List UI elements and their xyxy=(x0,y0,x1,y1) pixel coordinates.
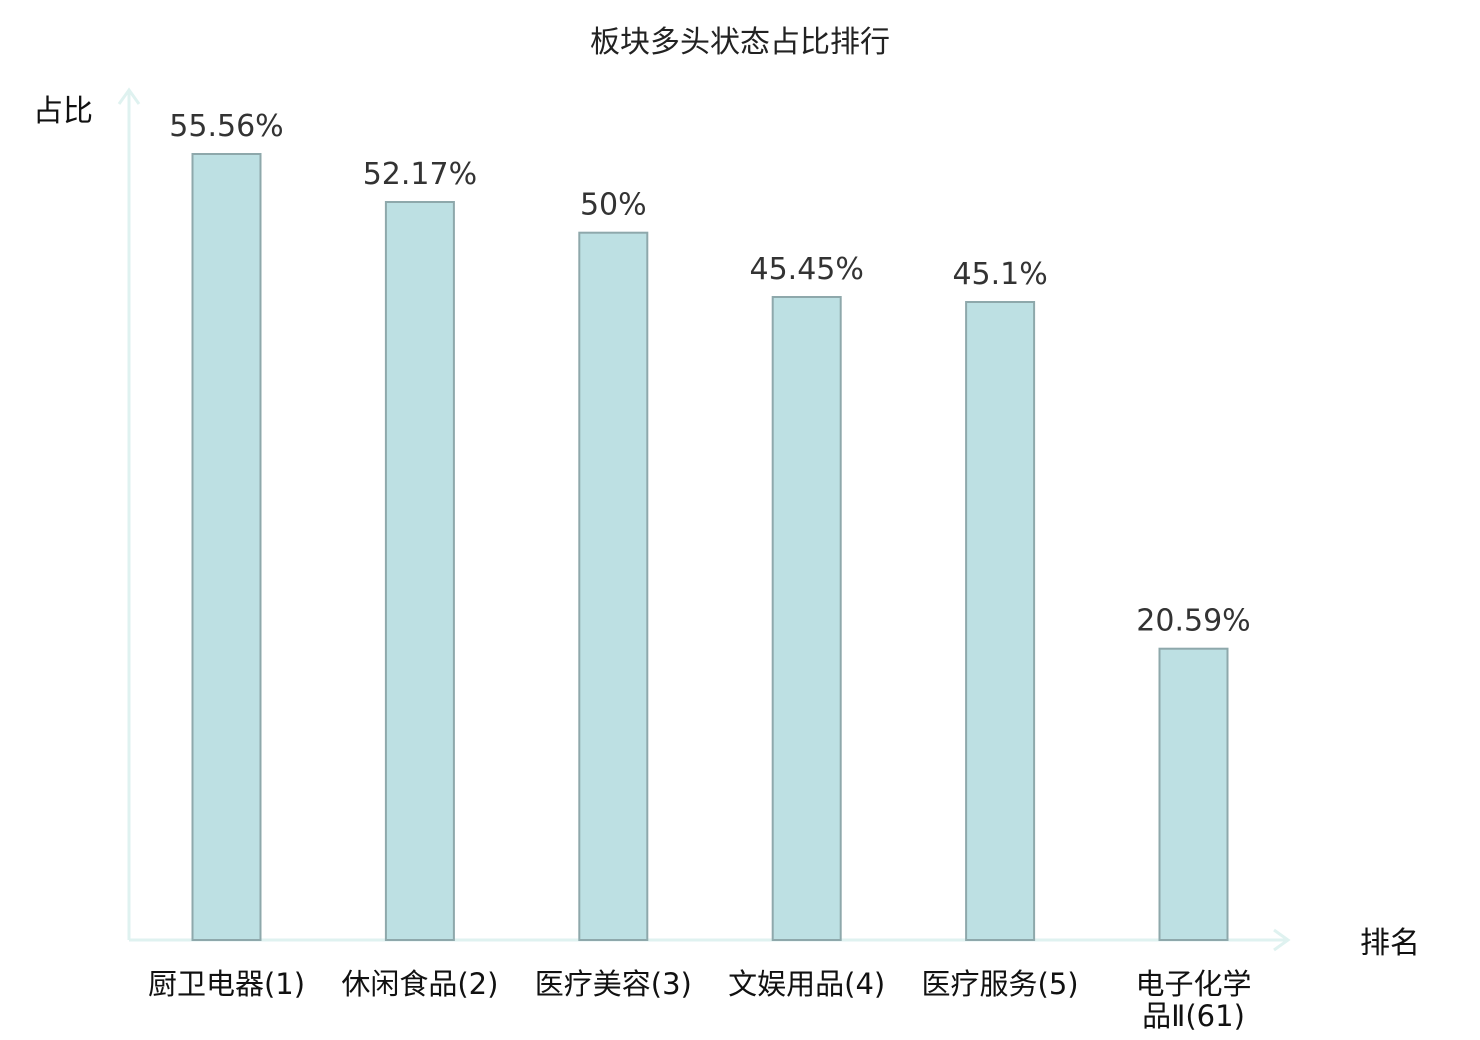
x-axis-title: 排名 xyxy=(1360,926,1420,961)
y-axis-arrow xyxy=(117,87,141,105)
category-labels-group: 厨卫电器(1) 休闲食品(2) 医疗美容(3) 文娱用品(4) 医疗服务(5) 电子化学品… xyxy=(148,967,1252,1033)
value-label-1: 55.56% xyxy=(169,109,283,144)
category-label-1: 厨卫电器(1) xyxy=(148,967,305,1001)
bar-2 xyxy=(384,201,455,941)
category-label-5: 医疗服务(5) xyxy=(922,967,1079,1001)
value-label-3: 50% xyxy=(580,188,647,223)
value-label-6: 20.59% xyxy=(1136,604,1250,639)
bar-5 xyxy=(965,301,1036,941)
value-labels-group: 55.56% 52.17% 50% 45.45% 45.1% 20.59% xyxy=(169,109,1250,639)
bar-3 xyxy=(578,231,649,941)
category-label-6-line-2: 品Ⅱ(61) xyxy=(1142,999,1245,1033)
category-label-6-line-1: 电子化学 xyxy=(1135,967,1251,1001)
category-label-3: 医疗美容(3) xyxy=(535,967,692,1001)
bar-1 xyxy=(191,153,262,941)
value-label-4: 45.45% xyxy=(750,252,864,287)
bars-group xyxy=(191,153,1229,941)
value-label-2: 52.17% xyxy=(363,157,477,192)
x-axis-arrow xyxy=(1273,928,1291,952)
chart-title: 板块多头状态占比排行 xyxy=(590,25,890,60)
category-label-4: 文娱用品(4) xyxy=(728,967,885,1001)
value-label-5: 45.1% xyxy=(952,257,1047,292)
bar-6 xyxy=(1158,647,1229,941)
category-label-2: 休闲食品(2) xyxy=(341,967,498,1001)
y-axis-title: 占比 xyxy=(33,94,93,129)
axes xyxy=(117,87,1291,952)
bar-4 xyxy=(771,296,842,941)
